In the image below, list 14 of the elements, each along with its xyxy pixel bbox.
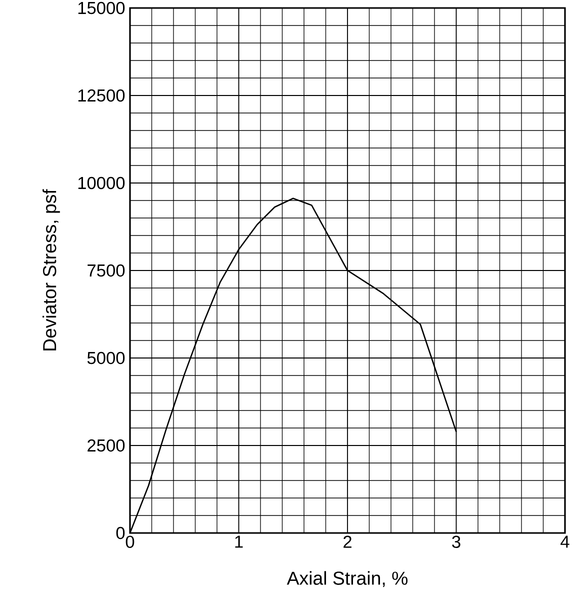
- y-axis-title: Deviator Stress, psf: [42, 189, 60, 350]
- x-tick-label: 0: [126, 536, 134, 548]
- x-tick-label: 2: [344, 536, 352, 548]
- x-axis-title: Axial Strain, %: [286, 571, 408, 588]
- y-tick-label: 12500: [78, 89, 125, 102]
- y-tick-label: 7500: [88, 264, 125, 277]
- y-tick-label: 0: [116, 526, 125, 540]
- x-tick-label: 4: [560, 536, 570, 548]
- y-tick-label: 10000: [78, 176, 125, 190]
- y-tick-label: 15000: [78, 2, 125, 14]
- x-tick-label: 3: [452, 536, 460, 548]
- y-tick-label: 5000: [87, 352, 125, 364]
- y-tick-label: 2500: [88, 439, 125, 452]
- x-tick-label: 1: [235, 536, 243, 548]
